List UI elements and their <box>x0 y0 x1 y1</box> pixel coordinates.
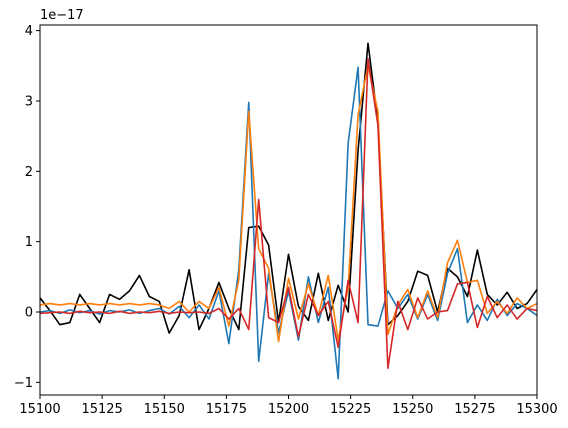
x-tick-label: 15200 <box>268 402 309 417</box>
x-tick-label: 15175 <box>206 402 247 417</box>
x-tick-label: 15225 <box>330 402 371 417</box>
y-tick-label: 0 <box>25 305 33 320</box>
x-tick-label: 15100 <box>19 402 60 417</box>
y-tick-label: 4 <box>25 24 33 39</box>
y-axis: −1 0 1 2 3 4 <box>14 24 40 391</box>
y-offset-label: 1e−17 <box>40 8 84 23</box>
series-line-1 <box>40 42 537 334</box>
y-tick-label: 2 <box>25 165 33 180</box>
x-tick-label: 15150 <box>144 402 185 417</box>
x-tick-label: 15275 <box>454 402 495 417</box>
series-line-3 <box>40 65 537 343</box>
plot-area <box>40 25 537 395</box>
y-tick-label: 1 <box>25 235 33 250</box>
y-tick-label: −1 <box>14 376 33 391</box>
x-tick-label: 15125 <box>81 402 122 417</box>
y-tick-label: 3 <box>25 94 33 109</box>
x-tick-label: 15250 <box>392 402 433 417</box>
series-line-4 <box>40 57 537 370</box>
x-axis: 15100 15125 15150 15175 15200 15225 15250 15275… <box>19 395 558 417</box>
series-layer <box>40 42 537 380</box>
x-tick-label: 15300 <box>516 402 557 417</box>
